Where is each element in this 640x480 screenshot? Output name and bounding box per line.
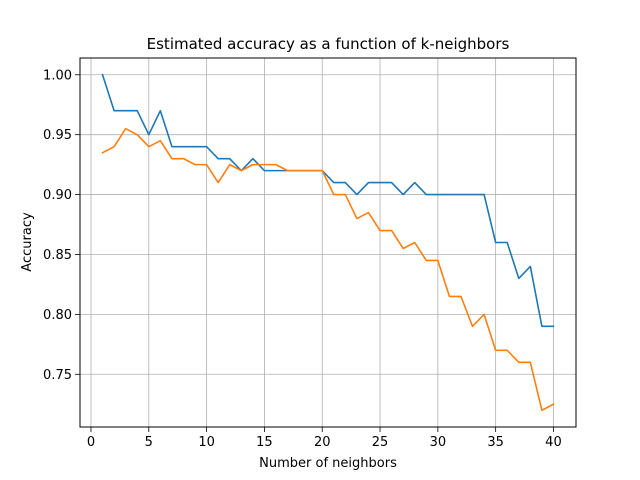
- x-tick-label: 10: [198, 435, 215, 450]
- y-tick-label: 0.95: [43, 128, 72, 143]
- x-tick-label: 30: [430, 435, 447, 450]
- plot-frame: [79, 57, 577, 428]
- series-line-2: [101, 127, 555, 412]
- x-tick-label: 0: [87, 435, 95, 450]
- y-tick-label: 0.80: [43, 308, 72, 323]
- x-axis-label: Number of neighbors: [259, 456, 397, 471]
- x-tick-label: 40: [545, 435, 562, 450]
- chart-title: Estimated accuracy as a function of k-ne…: [147, 35, 510, 53]
- grid: [80, 58, 576, 427]
- x-tick-label: 15: [256, 435, 273, 450]
- y-tick-label: 0.75: [43, 368, 72, 383]
- series-layer: [101, 73, 555, 412]
- y-tick-label: 1.00: [43, 68, 72, 83]
- y-tick-label: 0.85: [43, 248, 72, 263]
- x-tick-label: 20: [314, 435, 331, 450]
- y-axis-label: Accuracy: [20, 212, 35, 272]
- x-tick-label: 25: [372, 435, 389, 450]
- series-line-1: [101, 73, 555, 328]
- ticks: 0 5 10 15 20 25 30 35 40 0.75 0.80 0.85 0.90 0.95 1.00: [43, 68, 562, 450]
- y-tick-label: 0.90: [43, 188, 72, 203]
- x-tick-label: 35: [487, 435, 504, 450]
- x-tick-label: 5: [145, 435, 153, 450]
